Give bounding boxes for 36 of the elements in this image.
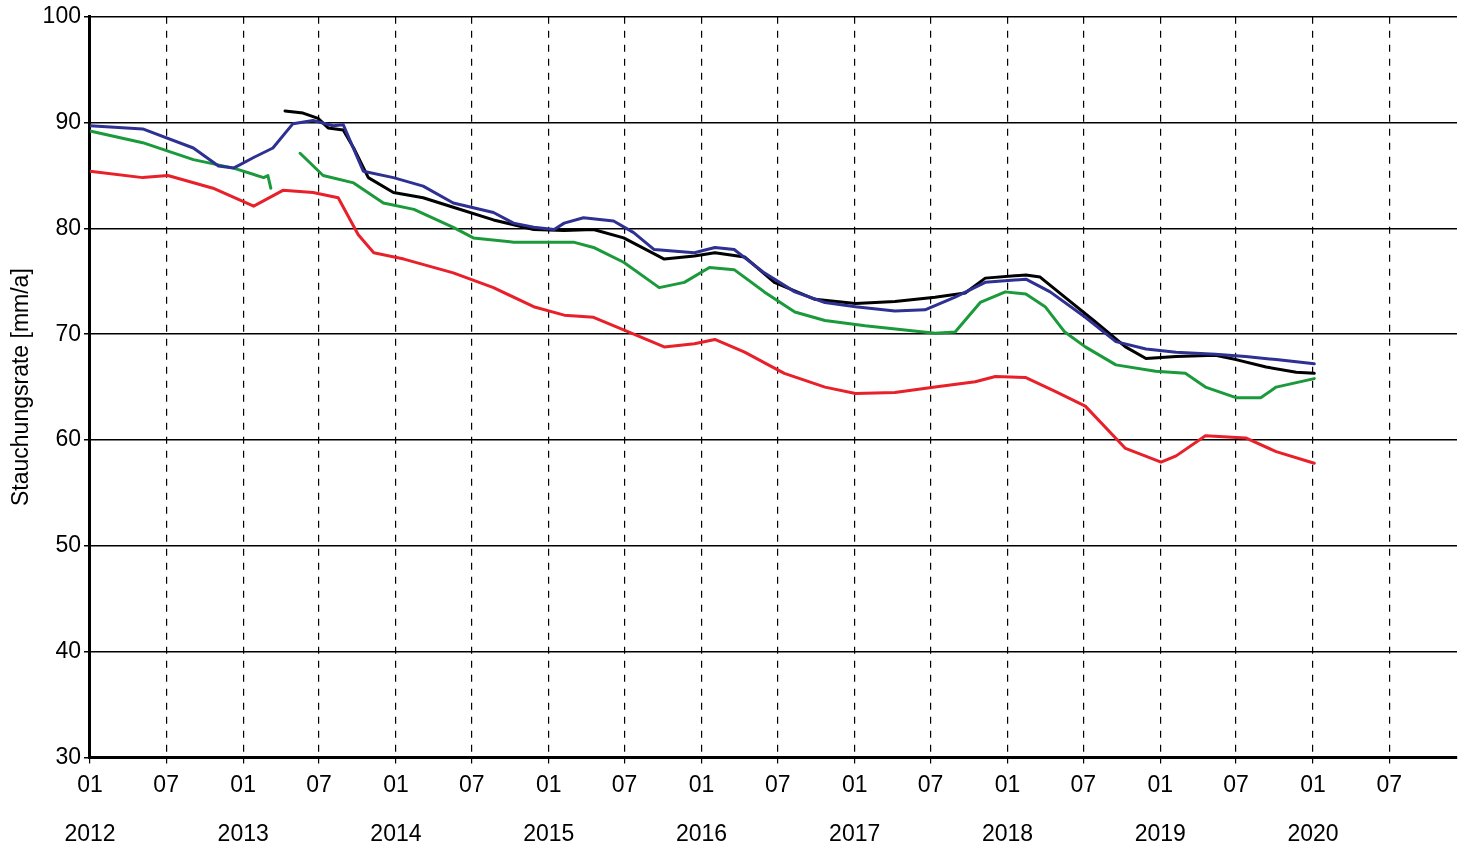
x-tick-label: 07 xyxy=(611,770,638,797)
x2-tick-label: 2015 xyxy=(523,820,575,847)
x2-tick-label: 2012 xyxy=(64,820,116,847)
x2-tick-label: 2014 xyxy=(370,820,422,847)
y-tick-label: 50 xyxy=(55,531,81,558)
x-tick-label: 01 xyxy=(1147,770,1174,797)
x-tick-label: 07 xyxy=(458,770,485,797)
x-tick-label: 07 xyxy=(917,770,944,797)
x-tick-label: 01 xyxy=(77,770,103,797)
x2-tick-label: 2020 xyxy=(1287,820,1339,847)
x2-tick-label: 2017 xyxy=(829,820,881,847)
x-tick-label: 07 xyxy=(764,770,791,797)
x-tick-label: 07 xyxy=(153,770,179,797)
x-tick-label: 01 xyxy=(688,770,715,797)
x-tick-label: 01 xyxy=(994,770,1021,797)
x2-tick-label: 2019 xyxy=(1134,820,1186,847)
x-tick-label: 07 xyxy=(306,770,332,797)
x-tick-label: 01 xyxy=(1300,770,1326,797)
y-tick-label: 70 xyxy=(55,319,81,346)
y-tick-label: 60 xyxy=(55,425,81,452)
y-tick-label: 30 xyxy=(55,742,81,769)
x-tick-label: 01 xyxy=(535,770,562,797)
x-tick-label: 07 xyxy=(1070,770,1097,797)
x-tick-label: 07 xyxy=(1223,770,1249,797)
x-tick-label: 01 xyxy=(230,770,256,797)
y-tick-label: 80 xyxy=(55,213,81,240)
x-tick-label: 01 xyxy=(841,770,868,797)
x2-tick-label: 2013 xyxy=(217,820,269,847)
x-tick-label: 07 xyxy=(1376,770,1402,797)
y-tick-label: 90 xyxy=(55,107,81,134)
y-axis-title: Stauchungsrate [mm/a] xyxy=(7,268,34,506)
y-tick-label: 40 xyxy=(55,636,81,663)
x2-tick-label: 2018 xyxy=(981,820,1034,847)
x2-tick-label: 2016 xyxy=(675,820,728,847)
y-tick-label: 100 xyxy=(42,2,81,29)
x-tick-label: 01 xyxy=(383,770,409,797)
